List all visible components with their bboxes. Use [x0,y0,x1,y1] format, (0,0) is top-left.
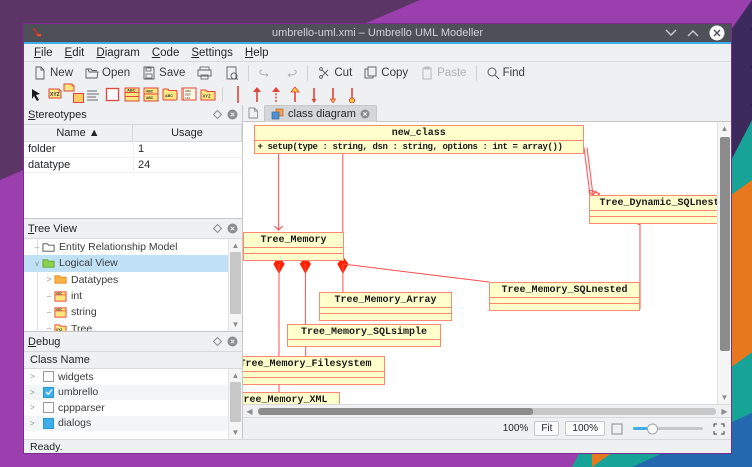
svg-text:ABC: ABC [165,94,173,98]
svg-text:ABC: ABC [146,96,154,100]
svg-text:XYZ: XYZ [56,328,62,331]
svg-text:ABC: ABC [127,88,136,93]
svg-text:ABC: ABC [56,307,63,311]
svg-text:123: 123 [185,96,190,100]
svg-text:XYZ: XYZ [202,93,211,98]
svg-text:XYZ: XYZ [50,92,60,98]
svg-text:ABC: ABC [56,291,63,295]
svg-text:ABC: ABC [146,90,154,94]
